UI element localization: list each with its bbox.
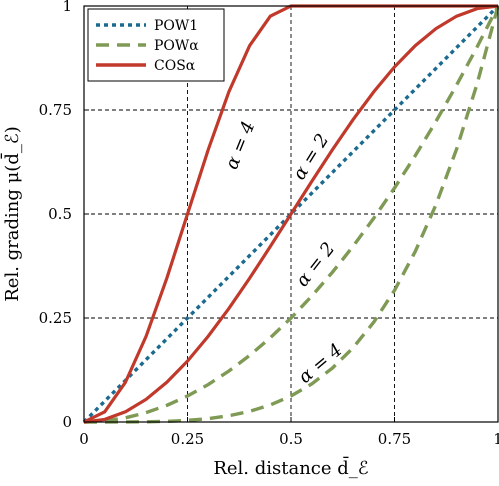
x-tick-label: 0.75 [378,430,411,448]
legend-label: POW1 [154,18,198,34]
x-tick-label: 1 [493,430,499,448]
annotation-label: α = 4 [295,340,347,388]
series-line-pow1-dotted [82,4,499,424]
legend-label: POWα [154,38,199,54]
legend-label: COSα [154,58,196,74]
y-tick-label: 1 [62,0,72,15]
y-tick-label: 0.75 [39,101,72,119]
axis-ticks: 0 0.25 0.5 0.75 1 0 0.25 0.5 0.75 1 [39,0,499,448]
annotation-label: α = 2 [292,238,339,290]
series-line-cos-solid [83,4,499,424]
legend-box [87,8,225,82]
y-tick-label: 0 [62,413,72,431]
x-axis-title: Rel. distance d̄_ℰ [213,455,368,479]
x-tick-label: 0.5 [279,430,303,448]
y-tick-label: 0.25 [39,309,72,327]
annotation-label: α = 4 [221,118,259,172]
legend: POW1 POWα COSα [87,8,225,82]
x-tick-label: 0 [79,430,89,448]
y-axis-title: Rel. grading μ(d̄_ℰ) [0,126,23,302]
data-curves [82,4,499,424]
y-tick-label: 0.5 [48,205,72,223]
series-line-pow-dashed [83,5,499,424]
x-tick-label: 0.25 [171,430,204,448]
